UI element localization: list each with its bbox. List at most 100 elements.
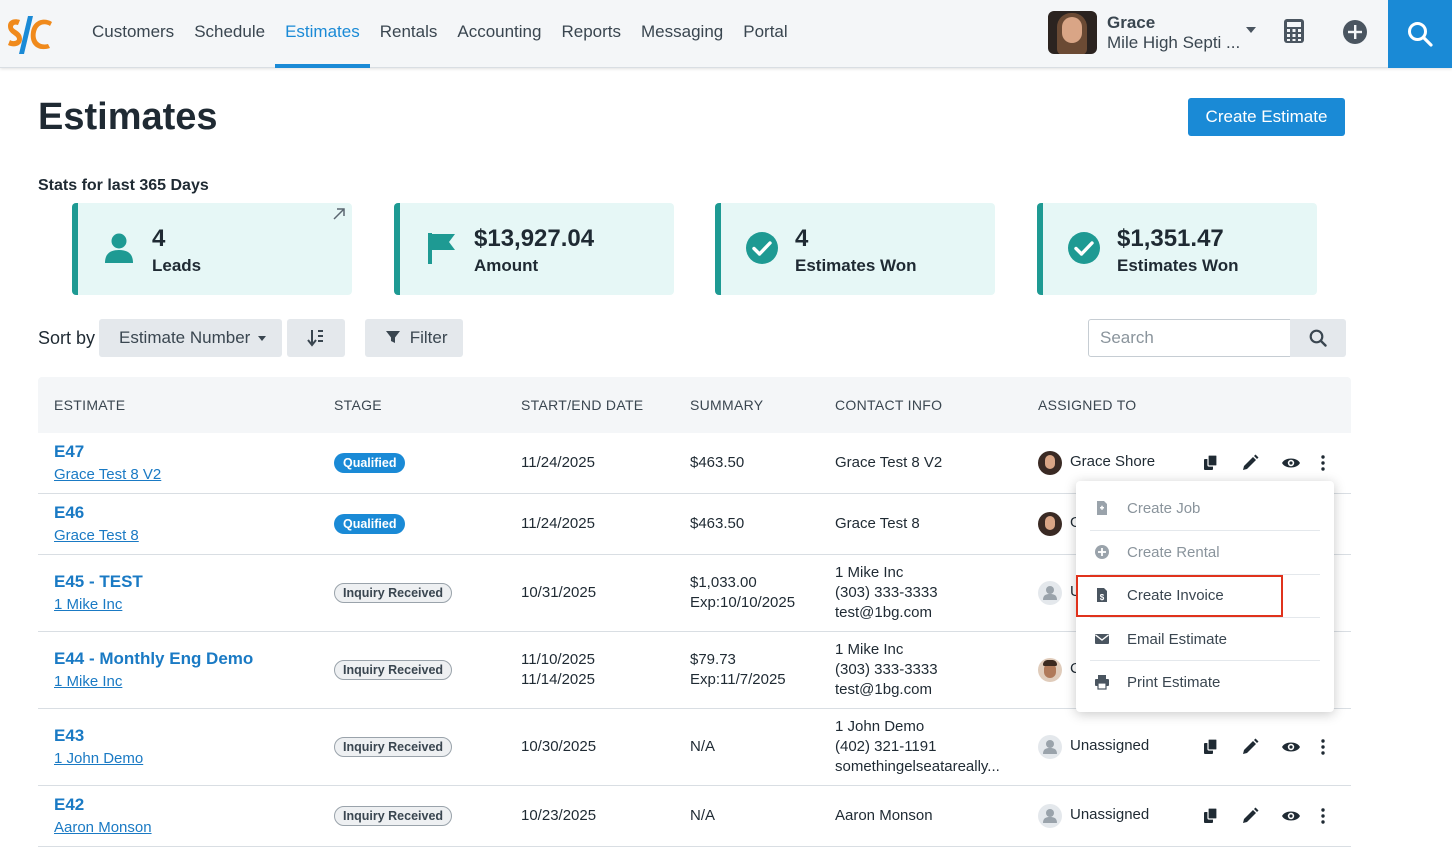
estimate-customer-link[interactable]: Grace Test 8 V2	[54, 466, 162, 483]
add-icon[interactable]	[1342, 19, 1368, 47]
stat-value: $1,351.47	[1117, 225, 1224, 252]
stat-value: $13,927.04	[474, 225, 595, 252]
copy-icon[interactable]	[1202, 738, 1220, 756]
summary-cell: N/A	[690, 807, 716, 824]
column-header-assigned[interactable]: ASSIGNED TO	[1038, 397, 1137, 413]
estimate-customer-link[interactable]: 1 Mike Inc	[54, 596, 123, 613]
avatar	[1038, 804, 1062, 828]
column-header-summary[interactable]: SUMMARY	[690, 397, 764, 413]
avatar	[1038, 451, 1062, 475]
date-cell: 10/31/2025	[521, 584, 597, 601]
menu-item-label: Create Job	[1127, 500, 1201, 517]
nav-item-schedule[interactable]: Schedule	[194, 22, 266, 41]
filter-label: Filter	[409, 328, 448, 347]
company-name: Mile High Septi ...	[1107, 33, 1241, 52]
highlight-box	[1076, 575, 1283, 617]
table-row[interactable]: E43 1 John Demo Inquiry Received 10/30/2…	[38, 709, 1351, 786]
filter-button[interactable]: Filter	[365, 319, 463, 357]
date-cell: 10/23/2025	[521, 807, 597, 824]
search-input[interactable]	[1088, 319, 1291, 357]
estimate-customer-link[interactable]: Grace Test 8	[54, 527, 139, 544]
nav-item-accounting[interactable]: Accounting	[457, 22, 542, 41]
menu-item-label: Email Estimate	[1127, 631, 1228, 648]
chevron-down-icon	[1246, 27, 1256, 33]
stage-badge: Qualified	[334, 453, 406, 473]
sort-descending-icon	[307, 330, 323, 347]
more-options-icon[interactable]	[1314, 738, 1332, 756]
stat-card-leads: 4 Leads	[72, 203, 352, 295]
table-row[interactable]: E44 - Monthly Eng Demo 1 Mike Inc Inquir…	[38, 632, 1351, 709]
estimate-number-link[interactable]: E43	[54, 726, 85, 745]
stat-card-estimates-won-amount: $1,351.47 Estimates Won	[1037, 203, 1317, 295]
view-eye-icon[interactable]	[1281, 454, 1301, 472]
estimate-customer-link[interactable]: Aaron Monson	[54, 819, 152, 836]
menu-item-create-job[interactable]: Create Job	[1076, 487, 1334, 530]
estimate-customer-link[interactable]: 1 Mike Inc	[54, 673, 123, 690]
sort-direction-button[interactable]	[287, 319, 345, 357]
copy-icon[interactable]	[1202, 807, 1220, 825]
svg-text:$: $	[1100, 593, 1105, 602]
page-title: Estimates	[38, 96, 218, 138]
estimate-number-link[interactable]: E44 - Monthly Eng Demo	[54, 649, 254, 668]
view-eye-icon[interactable]	[1281, 738, 1301, 756]
summary-cell: $1,033.00	[690, 574, 757, 591]
assignee-name: Unassigned	[1070, 806, 1150, 823]
edit-icon[interactable]	[1241, 738, 1259, 756]
global-search-button[interactable]	[1388, 0, 1452, 68]
stage-badge: Inquiry Received	[334, 737, 453, 757]
estimate-number-link[interactable]: E42	[54, 795, 85, 814]
search-icon	[1408, 22, 1433, 47]
menu-item-print-estimate[interactable]: Print Estimate	[1076, 661, 1334, 704]
menu-item-email-estimate[interactable]: Email Estimate	[1076, 618, 1334, 661]
table-row[interactable]: E45 - TEST 1 Mike Inc Inquiry Received 1…	[38, 555, 1351, 632]
contact-email: test@1bg.com	[835, 681, 932, 698]
date-cell: 10/30/2025	[521, 738, 597, 755]
edit-icon[interactable]	[1241, 807, 1259, 825]
check-circle-icon	[746, 232, 778, 264]
estimate-customer-link[interactable]: 1 John Demo	[54, 750, 144, 767]
calculator-icon[interactable]	[1283, 18, 1309, 46]
stat-card-estimates-won-count: 4 Estimates Won	[715, 203, 995, 295]
create-estimate-button[interactable]: Create Estimate	[1188, 98, 1345, 136]
nav-item-messaging[interactable]: Messaging	[641, 22, 724, 41]
view-eye-icon[interactable]	[1281, 807, 1301, 825]
copy-icon[interactable]	[1202, 454, 1220, 472]
table-header: ESTIMATE STAGE START/END DATE SUMMARY CO…	[38, 377, 1351, 433]
column-header-estimate[interactable]: ESTIMATE	[54, 397, 126, 413]
external-link-icon[interactable]	[332, 207, 346, 221]
avatar	[1038, 735, 1062, 759]
more-options-icon[interactable]	[1314, 807, 1332, 825]
column-header-stage[interactable]: STAGE	[334, 397, 382, 413]
sort-field-dropdown[interactable]: Estimate Number	[99, 319, 282, 357]
stat-card-amount: $13,927.04 Amount	[394, 203, 674, 295]
table-row[interactable]: E46 Grace Test 8 Qualified 11/24/2025 $4…	[38, 494, 1351, 555]
nav-item-rentals[interactable]: Rentals	[379, 22, 438, 41]
summary-cell: $463.50	[690, 454, 745, 471]
estimate-number-link[interactable]: E47	[54, 442, 85, 461]
summary-cell: $79.73	[690, 651, 736, 668]
app-logo[interactable]	[6, 14, 54, 56]
estimate-number-link[interactable]: E45 - TEST	[54, 572, 143, 591]
menu-item-create-invoice[interactable]: $ Create Invoice	[1076, 574, 1334, 617]
column-header-contact[interactable]: CONTACT INFO	[835, 397, 943, 413]
stage-badge: Qualified	[334, 514, 406, 534]
assignee-name: Unassigned	[1070, 737, 1150, 754]
more-options-icon[interactable]	[1314, 454, 1332, 472]
stat-label: Amount	[474, 256, 539, 275]
nav-item-customers[interactable]: Customers	[92, 22, 175, 41]
edit-icon[interactable]	[1241, 454, 1259, 472]
nav-item-estimates[interactable]: Estimates	[275, 0, 370, 68]
table-row[interactable]: E42 Aaron Monson Inquiry Received 10/23/…	[38, 786, 1351, 847]
nav-item-portal[interactable]: Portal	[743, 22, 788, 41]
stage-badge: Inquiry Received	[334, 583, 453, 603]
person-icon	[105, 233, 133, 263]
search-button[interactable]	[1290, 319, 1346, 357]
table-row[interactable]: E47 Grace Test 8 V2 Qualified 11/24/2025…	[38, 433, 1351, 494]
estimate-number-link[interactable]: E46	[54, 503, 85, 522]
column-header-dates[interactable]: START/END DATE	[521, 397, 644, 413]
contact-email: test@1bg.com	[835, 604, 932, 621]
stat-value: 4	[152, 225, 166, 252]
menu-item-create-rental[interactable]: Create Rental	[1076, 531, 1334, 574]
user-profile-menu[interactable]: Grace Mile High Septi ...	[1048, 11, 1258, 55]
nav-item-reports[interactable]: Reports	[561, 22, 622, 41]
